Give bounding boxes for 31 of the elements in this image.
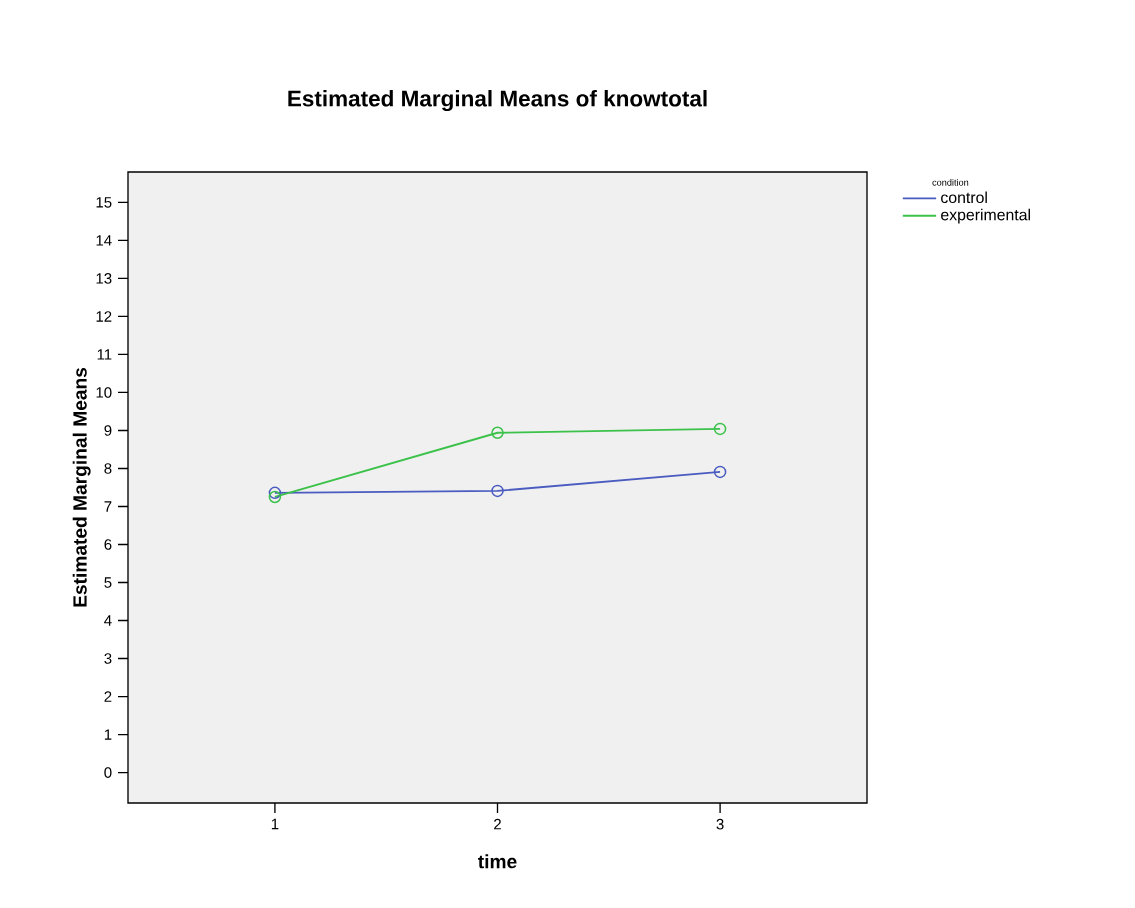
point — [491, 484, 504, 498]
y-tick-label: 5 — [104, 577, 112, 588]
y-tick-label: 8 — [104, 463, 112, 474]
y-tick-label: 6 — [104, 539, 112, 550]
legend-label: experimental — [941, 208, 1030, 224]
y-tick-label: 7 — [104, 501, 112, 512]
x-tick-label: 2 — [494, 818, 501, 830]
y-tick-label: 13 — [96, 273, 112, 284]
x-tick-label: 1 — [271, 818, 279, 830]
y-tick-label: 12 — [96, 311, 112, 322]
y-tick-label: 14 — [96, 235, 112, 246]
chart-title: Estimated Marginal Means of knowtotal — [288, 90, 707, 112]
y-tick-label: 10 — [96, 387, 112, 398]
point — [268, 490, 282, 504]
y-tick-label: 1 — [104, 729, 112, 740]
x-axis-title: time — [478, 854, 517, 869]
y-tick-label: 15 — [96, 197, 112, 208]
y-tick-label: 11 — [97, 349, 112, 360]
legend-label: control — [941, 191, 987, 204]
y-axis-title: Estimated Marginal Means — [72, 367, 91, 607]
point — [713, 465, 727, 479]
x-tick-label: 3 — [716, 818, 724, 830]
y-tick-label: 2 — [104, 691, 112, 702]
y-tick-label: 0 — [104, 767, 112, 778]
point — [491, 426, 504, 439]
point — [713, 422, 727, 436]
point — [268, 486, 282, 500]
y-tick-label: 9 — [104, 425, 112, 436]
y-tick-label: 4 — [104, 615, 112, 626]
legend-title: condition — [932, 178, 969, 186]
y-tick-label: 3 — [104, 653, 112, 664]
